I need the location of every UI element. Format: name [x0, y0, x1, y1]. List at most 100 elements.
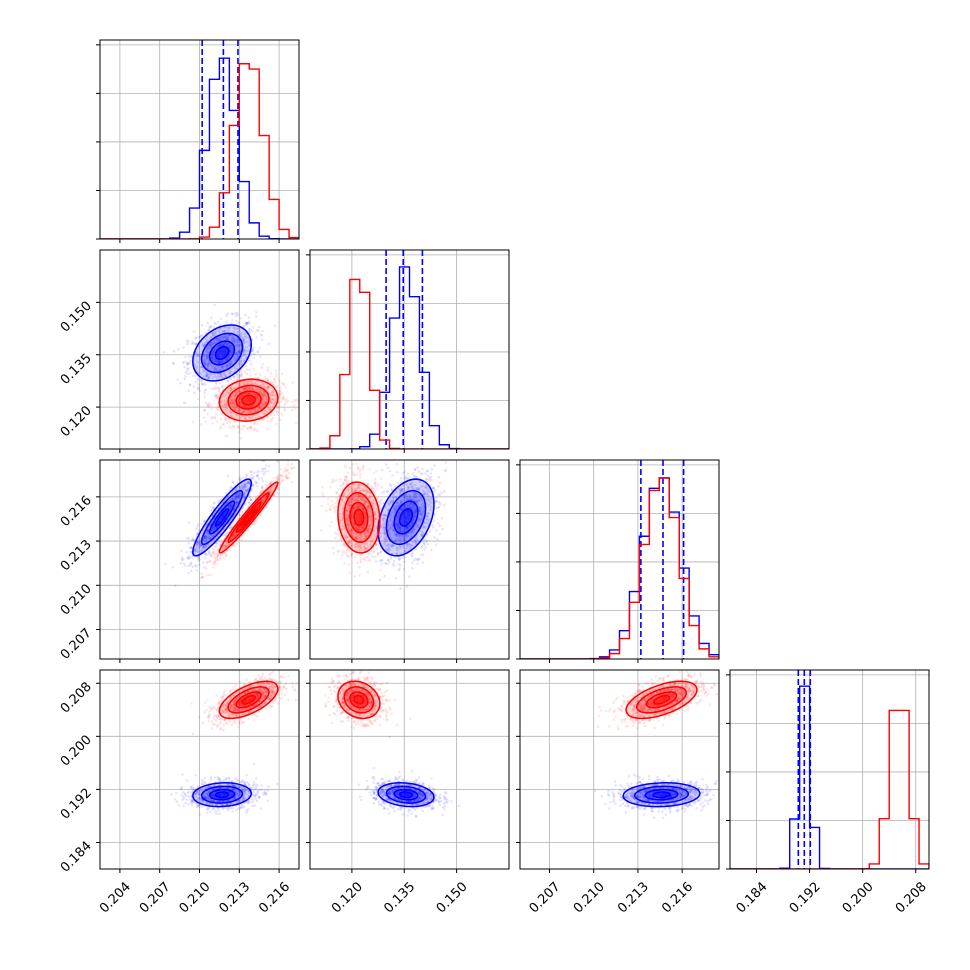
scatter-point: [202, 536, 206, 540]
scatter-point: [276, 487, 280, 491]
scatter-point: [270, 390, 273, 394]
scatter-point: [223, 551, 226, 555]
scatter-point: [379, 501, 382, 505]
scatter-point: [257, 477, 261, 480]
scatter-point: [228, 361, 231, 365]
scatter-point: [249, 501, 252, 504]
scatter-point: [243, 485, 246, 489]
scatter-point: [388, 503, 391, 506]
scatter-point: [217, 339, 221, 342]
scatter-point: [234, 344, 238, 348]
scatter-point: [199, 543, 203, 547]
scatter-point: [197, 523, 200, 526]
scatter-point: [221, 349, 225, 352]
scatter-point: [377, 483, 380, 486]
scatter-point: [406, 543, 409, 546]
scatter-point: [392, 496, 395, 500]
scatter-point: [260, 403, 263, 407]
scatter-point: [213, 332, 217, 335]
scatter-point: [204, 374, 208, 378]
scatter-point: [248, 387, 252, 390]
scatter-point: [272, 389, 275, 392]
scatter-point: [391, 562, 395, 566]
scatter-point: [209, 343, 213, 347]
scatter-point: [210, 372, 214, 376]
scatter-point: [234, 344, 238, 347]
scatter-point: [232, 387, 235, 391]
scatter-point: [261, 499, 265, 502]
scatter-point: [258, 325, 261, 329]
scatter-point: [206, 364, 210, 368]
scatter-point: [206, 403, 210, 407]
scatter-point: [386, 490, 390, 494]
scatter-point: [276, 474, 280, 477]
scatter-point: [262, 393, 266, 396]
scatter-point: [254, 394, 257, 397]
scatter-point: [378, 559, 381, 563]
scatter-point: [248, 399, 251, 402]
scatter-point: [257, 398, 261, 402]
scatter-point: [246, 321, 249, 325]
scatter-point: [236, 494, 240, 498]
scatter-point: [231, 535, 235, 538]
scatter-point: [251, 477, 255, 480]
scatter-point: [223, 544, 227, 548]
scatter-point: [197, 555, 201, 559]
scatter-point: [235, 500, 239, 504]
scatter-point: [250, 330, 254, 333]
scatter-point: [230, 398, 234, 402]
scatter-point: [282, 381, 286, 385]
scatter-point: [376, 553, 380, 556]
scatter-point: [162, 350, 165, 354]
scatter-point: [407, 485, 410, 489]
scatter-point: [427, 504, 431, 507]
scatter-point: [224, 544, 228, 548]
scatter-point: [237, 376, 240, 380]
scatter-point: [432, 490, 435, 493]
scatter-point: [189, 569, 193, 573]
scatter-point: [248, 405, 251, 408]
scatter-point: [205, 402, 209, 406]
scatter-point: [236, 424, 240, 428]
scatter-point: [224, 342, 227, 345]
scatter-point: [202, 538, 205, 542]
scatter-point: [229, 411, 233, 415]
scatter-point: [388, 483, 392, 486]
scatter-point: [271, 391, 275, 394]
scatter-point: [236, 372, 239, 376]
scatter-point: [260, 489, 263, 492]
scatter-point: [202, 370, 206, 374]
scatter-point: [409, 533, 413, 537]
scatter-point: [228, 408, 232, 412]
scatter-point: [262, 383, 266, 386]
scatter-point: [264, 402, 268, 405]
scatter-point: [421, 533, 425, 537]
scatter-point: [206, 372, 210, 376]
scatter-point: [207, 375, 211, 379]
scatter-point: [228, 349, 232, 353]
scatter-point: [257, 406, 261, 410]
scatter-point: [409, 523, 413, 527]
scatter-point: [386, 558, 390, 562]
scatter-point: [382, 490, 386, 494]
scatter-point: [409, 502, 412, 505]
scatter-point: [247, 387, 251, 390]
scatter-point: [398, 526, 402, 530]
scatter-point: [196, 378, 200, 382]
scatter-point: [240, 375, 244, 379]
scatter-point: [240, 403, 244, 406]
scatter-point: [233, 533, 236, 537]
scatter-point: [225, 314, 228, 318]
scatter-point: [232, 400, 236, 403]
scatter-point: [263, 400, 267, 404]
scatter-point: [245, 345, 248, 349]
scatter-point: [216, 337, 220, 341]
scatter-point: [240, 416, 243, 419]
scatter-point: [271, 405, 275, 408]
scatter-point: [176, 347, 180, 351]
scatter-point: [220, 404, 223, 408]
scatter-point: [188, 355, 191, 358]
scatter-point: [238, 334, 241, 337]
scatter-point: [197, 541, 201, 545]
scatter-point: [398, 529, 401, 533]
